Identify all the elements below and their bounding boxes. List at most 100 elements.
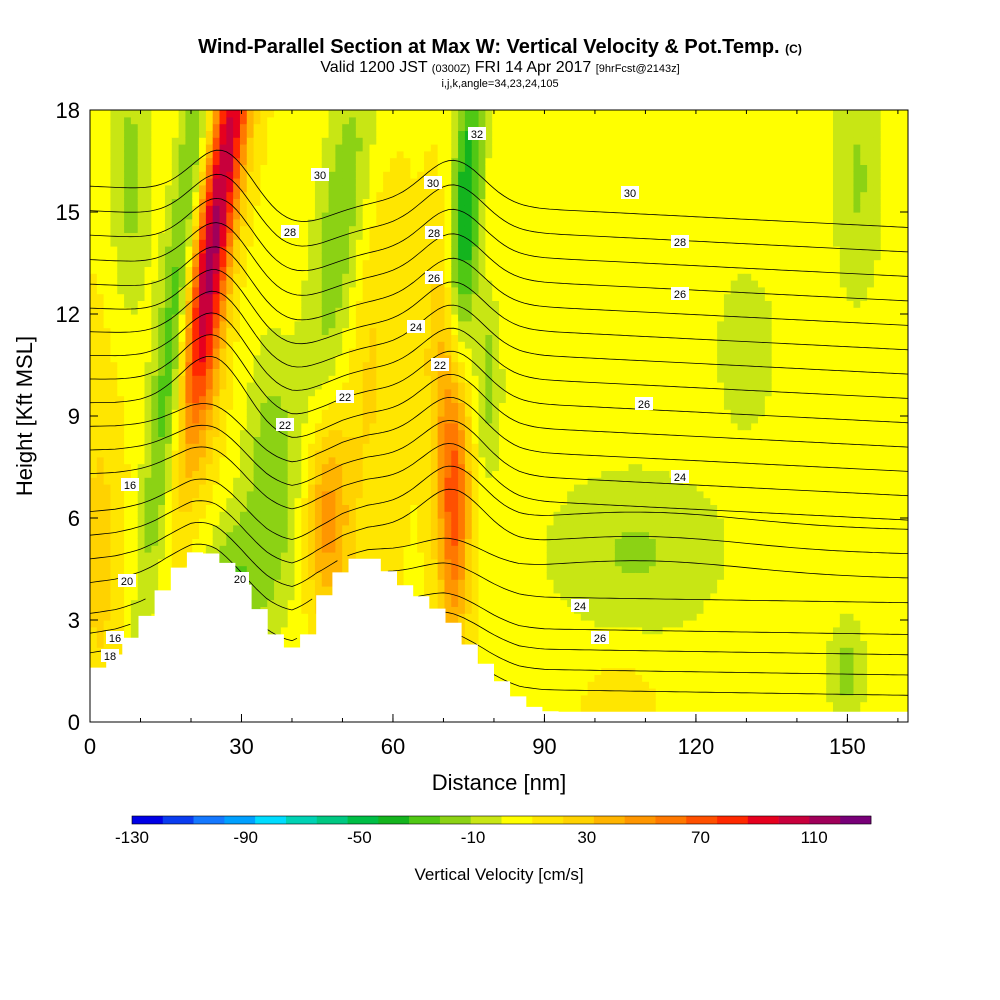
- velocity-cell: [130, 592, 139, 601]
- velocity-cell: [103, 579, 112, 587]
- velocity-cell: [294, 436, 302, 444]
- velocity-cell: [294, 586, 302, 594]
- velocity-cell: [301, 518, 309, 526]
- velocity-cell: [451, 212, 459, 220]
- velocity-cell: [287, 470, 296, 478]
- velocity-cell: [144, 395, 152, 403]
- velocity-cell: [444, 504, 452, 512]
- velocity-cell: [253, 123, 262, 131]
- velocity-cell: [260, 484, 268, 492]
- velocity-cell: [376, 395, 384, 403]
- velocity-cell: [226, 558, 234, 567]
- velocity-cell: [458, 157, 466, 165]
- velocity-cell: [137, 327, 146, 335]
- velocity-cell: [144, 314, 152, 322]
- velocity-cell: [308, 470, 316, 478]
- velocity-cell: [294, 110, 302, 118]
- velocity-cell: [164, 565, 173, 573]
- velocity-cell: [260, 429, 268, 437]
- velocity-cell: [335, 382, 343, 390]
- velocity-cell: [90, 436, 98, 444]
- velocity-cell: [314, 490, 323, 499]
- velocity-cell: [403, 334, 411, 342]
- velocity-cell: [342, 252, 350, 261]
- velocity-cell: [164, 484, 173, 492]
- velocity-cell: [164, 524, 173, 533]
- velocity-cell: [417, 164, 425, 172]
- velocity-cell: [171, 205, 180, 213]
- velocity-cell: [158, 205, 166, 213]
- velocity-cell: [321, 382, 330, 390]
- velocity-cell: [403, 110, 411, 118]
- velocity-cell: [280, 191, 289, 199]
- velocity-cell: [212, 429, 221, 437]
- velocity-cell: [458, 320, 466, 329]
- velocity-cell: [321, 280, 330, 288]
- velocity-cell: [314, 511, 323, 519]
- velocity-cell: [355, 144, 364, 152]
- velocity-cell: [301, 579, 309, 587]
- velocity-cell: [444, 422, 452, 431]
- velocity-cell: [424, 443, 432, 451]
- velocity-cell: [396, 490, 405, 499]
- velocity-cell: [301, 572, 309, 580]
- velocity-cell: [308, 558, 316, 567]
- velocity-cell: [124, 171, 132, 179]
- velocity-cell: [362, 443, 371, 451]
- velocity-cell: [294, 382, 302, 390]
- velocity-cell: [130, 123, 139, 131]
- velocity-cell: [410, 538, 418, 546]
- velocity-cell: [267, 545, 275, 553]
- velocity-cell: [117, 130, 125, 138]
- velocity-cell: [349, 307, 357, 315]
- velocity-cell: [301, 246, 309, 254]
- velocity-cell: [349, 184, 357, 193]
- velocity-cell: [110, 402, 118, 410]
- velocity-cell: [362, 150, 371, 159]
- velocity-cell: [444, 545, 452, 553]
- velocity-cell: [396, 314, 405, 322]
- velocity-cell: [314, 429, 323, 437]
- velocity-cell: [430, 388, 439, 397]
- velocity-cell: [458, 212, 466, 220]
- velocity-cell: [151, 293, 159, 301]
- velocity-cell: [219, 334, 227, 342]
- velocity-cell: [178, 137, 187, 145]
- velocity-cell: [321, 307, 330, 315]
- velocity-cell: [239, 191, 248, 199]
- velocity-cell: [389, 123, 398, 131]
- velocity-cell: [219, 497, 227, 505]
- velocity-cell: [424, 341, 432, 349]
- velocity-cell: [383, 184, 391, 193]
- velocity-cell: [124, 558, 132, 567]
- velocity-cell: [355, 239, 364, 247]
- velocity-cell: [301, 198, 309, 206]
- velocity-cell: [437, 212, 446, 220]
- velocity-cell: [410, 552, 418, 560]
- velocity-cell: [117, 157, 125, 165]
- velocity-cell: [410, 545, 418, 553]
- velocity-cell: [383, 477, 391, 485]
- velocity-cell: [424, 545, 432, 553]
- velocity-cell: [314, 368, 323, 376]
- velocity-cell: [451, 164, 459, 172]
- velocity-cell: [314, 388, 323, 397]
- velocity-cell: [349, 225, 357, 233]
- velocity-cell: [267, 450, 275, 458]
- velocity-cell: [151, 484, 159, 492]
- velocity-cell: [342, 348, 350, 356]
- velocity-cell: [430, 157, 439, 165]
- velocity-cell: [260, 436, 268, 444]
- velocity-cell: [369, 354, 377, 363]
- velocity-cell: [130, 613, 139, 621]
- velocity-cell: [383, 402, 391, 410]
- velocity-cell: [274, 198, 282, 206]
- velocity-cell: [260, 354, 268, 363]
- velocity-cell: [464, 504, 473, 512]
- velocity-cell: [192, 314, 200, 322]
- velocity-cell: [301, 327, 309, 335]
- velocity-cell: [383, 239, 391, 247]
- velocity-cell: [396, 137, 405, 145]
- velocity-cell: [164, 110, 173, 118]
- velocity-cell: [355, 198, 364, 206]
